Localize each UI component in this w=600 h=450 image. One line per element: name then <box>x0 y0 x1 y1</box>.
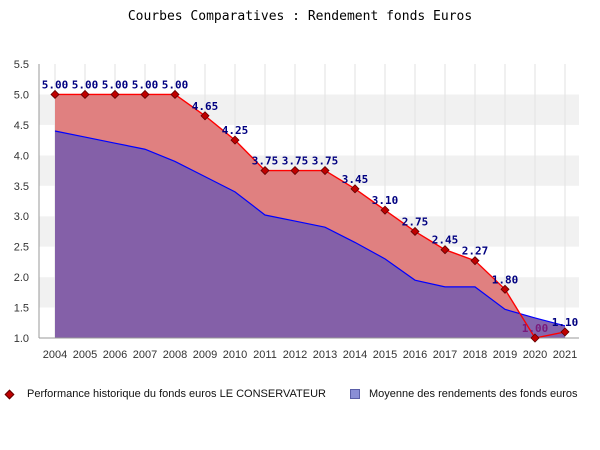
data-label: 3.75 <box>252 155 279 168</box>
data-point-marker <box>350 184 360 194</box>
data-point-marker <box>380 205 390 215</box>
series-1-line <box>55 93 566 339</box>
data-point-marker <box>50 89 60 100</box>
x-tick-label: 2005 <box>73 349 97 361</box>
data-point-marker <box>320 165 330 176</box>
data-label: 3.45 <box>342 173 369 186</box>
data-point-marker <box>230 135 240 145</box>
data-label: 2.45 <box>432 234 459 247</box>
y-tick-label: 3.5 <box>14 181 29 193</box>
data-point-marker <box>170 89 180 100</box>
y-tick-label: 5.5 <box>14 59 29 71</box>
series-2-line <box>54 130 566 327</box>
diamond-marker-icon <box>4 389 15 399</box>
y-tick-label: 2.5 <box>14 242 29 254</box>
x-tick-label: 2015 <box>373 349 397 361</box>
x-tick-label: 2004 <box>43 349 67 361</box>
legend-label: Moyenne des rendements des fonds euros <box>369 388 578 400</box>
x-tick-label: 2012 <box>283 349 307 361</box>
y-tick-label: 1.5 <box>14 303 29 315</box>
legend-label: Performance historique du fonds euros LE… <box>27 388 326 400</box>
data-point-marker <box>290 165 300 176</box>
data-point-marker <box>470 256 480 266</box>
legend-item-series-1: Performance historique du fonds euros LE… <box>2 388 326 400</box>
x-tick-label: 2010 <box>223 349 247 361</box>
data-point-marker <box>500 284 510 294</box>
legend-item-series-2: Moyenne des rendements des fonds euros <box>350 388 578 400</box>
x-tick-label: 2016 <box>403 349 427 361</box>
data-label: 3.10 <box>372 194 399 207</box>
data-point-marker <box>200 111 210 121</box>
data-label: 2.75 <box>402 215 429 228</box>
series-2-area <box>55 130 565 338</box>
y-axis-ticks: 1.0 1.5 2.0 2.5 3.0 3.5 4.0 4.5 5.0 5.5 <box>14 59 29 345</box>
data-label: 1.80 <box>492 273 519 286</box>
data-label: 3.75 <box>282 155 309 168</box>
data-point-marker <box>110 89 120 100</box>
data-point-marker <box>530 333 540 343</box>
data-label: 3.75 <box>312 155 339 168</box>
x-tick-label: 2020 <box>523 349 547 361</box>
y-tick-label: 5.0 <box>14 89 29 101</box>
data-label: 5.00 <box>102 78 129 91</box>
y-tick-label: 4.5 <box>14 120 29 132</box>
data-point-marker <box>440 245 450 255</box>
data-label: 4.25 <box>222 124 249 137</box>
square-marker-icon <box>350 389 360 399</box>
y-tick-label: 4.0 <box>14 150 29 162</box>
y-tick-label: 2.0 <box>14 272 29 284</box>
data-point-marker <box>140 89 150 100</box>
data-label: 1.00 <box>522 322 549 335</box>
y-tick-label: 1.0 <box>14 333 29 345</box>
data-label: 5.00 <box>162 78 189 91</box>
x-axis-ticks: 2004 2005 2006 2007 2008 2009 2010 2011 2012 2013… <box>43 349 577 361</box>
y-tick-label: 3.0 <box>14 211 29 223</box>
x-tick-label: 2014 <box>343 349 367 361</box>
x-tick-label: 2013 <box>313 349 337 361</box>
x-tick-label: 2011 <box>253 349 277 361</box>
x-tick-label: 2017 <box>433 349 457 361</box>
grid-band <box>39 64 579 95</box>
x-tick-label: 2008 <box>163 349 187 361</box>
data-labels: 5.00 5.00 5.00 5.00 5.004.654.253.75 3.75 3.75… <box>42 78 579 335</box>
series-markers <box>50 89 570 343</box>
data-label: 5.00 <box>132 78 159 91</box>
data-point-marker <box>560 327 570 337</box>
x-tick-label: 2009 <box>193 349 217 361</box>
data-label: 5.00 <box>72 78 99 91</box>
x-tick-label: 2006 <box>103 349 127 361</box>
data-label: 4.65 <box>192 100 219 113</box>
data-point-marker <box>410 226 420 237</box>
data-label: 2.27 <box>462 245 489 258</box>
x-tick-label: 2021 <box>553 349 577 361</box>
x-tick-label: 2019 <box>493 349 517 361</box>
axis-frame <box>38 64 579 339</box>
data-label: 1.10 <box>552 316 579 329</box>
series-areas <box>54 93 566 339</box>
data-point-marker <box>260 165 270 176</box>
data-label: 5.00 <box>42 78 69 91</box>
data-point-marker <box>80 89 90 100</box>
chart-title: Courbes Comparatives : Rendement fonds E… <box>128 9 472 24</box>
x-tick-label: 2007 <box>133 349 157 361</box>
legend: Performance historique du fonds euros LE… <box>0 388 600 404</box>
x-tick-label: 2018 <box>463 349 487 361</box>
